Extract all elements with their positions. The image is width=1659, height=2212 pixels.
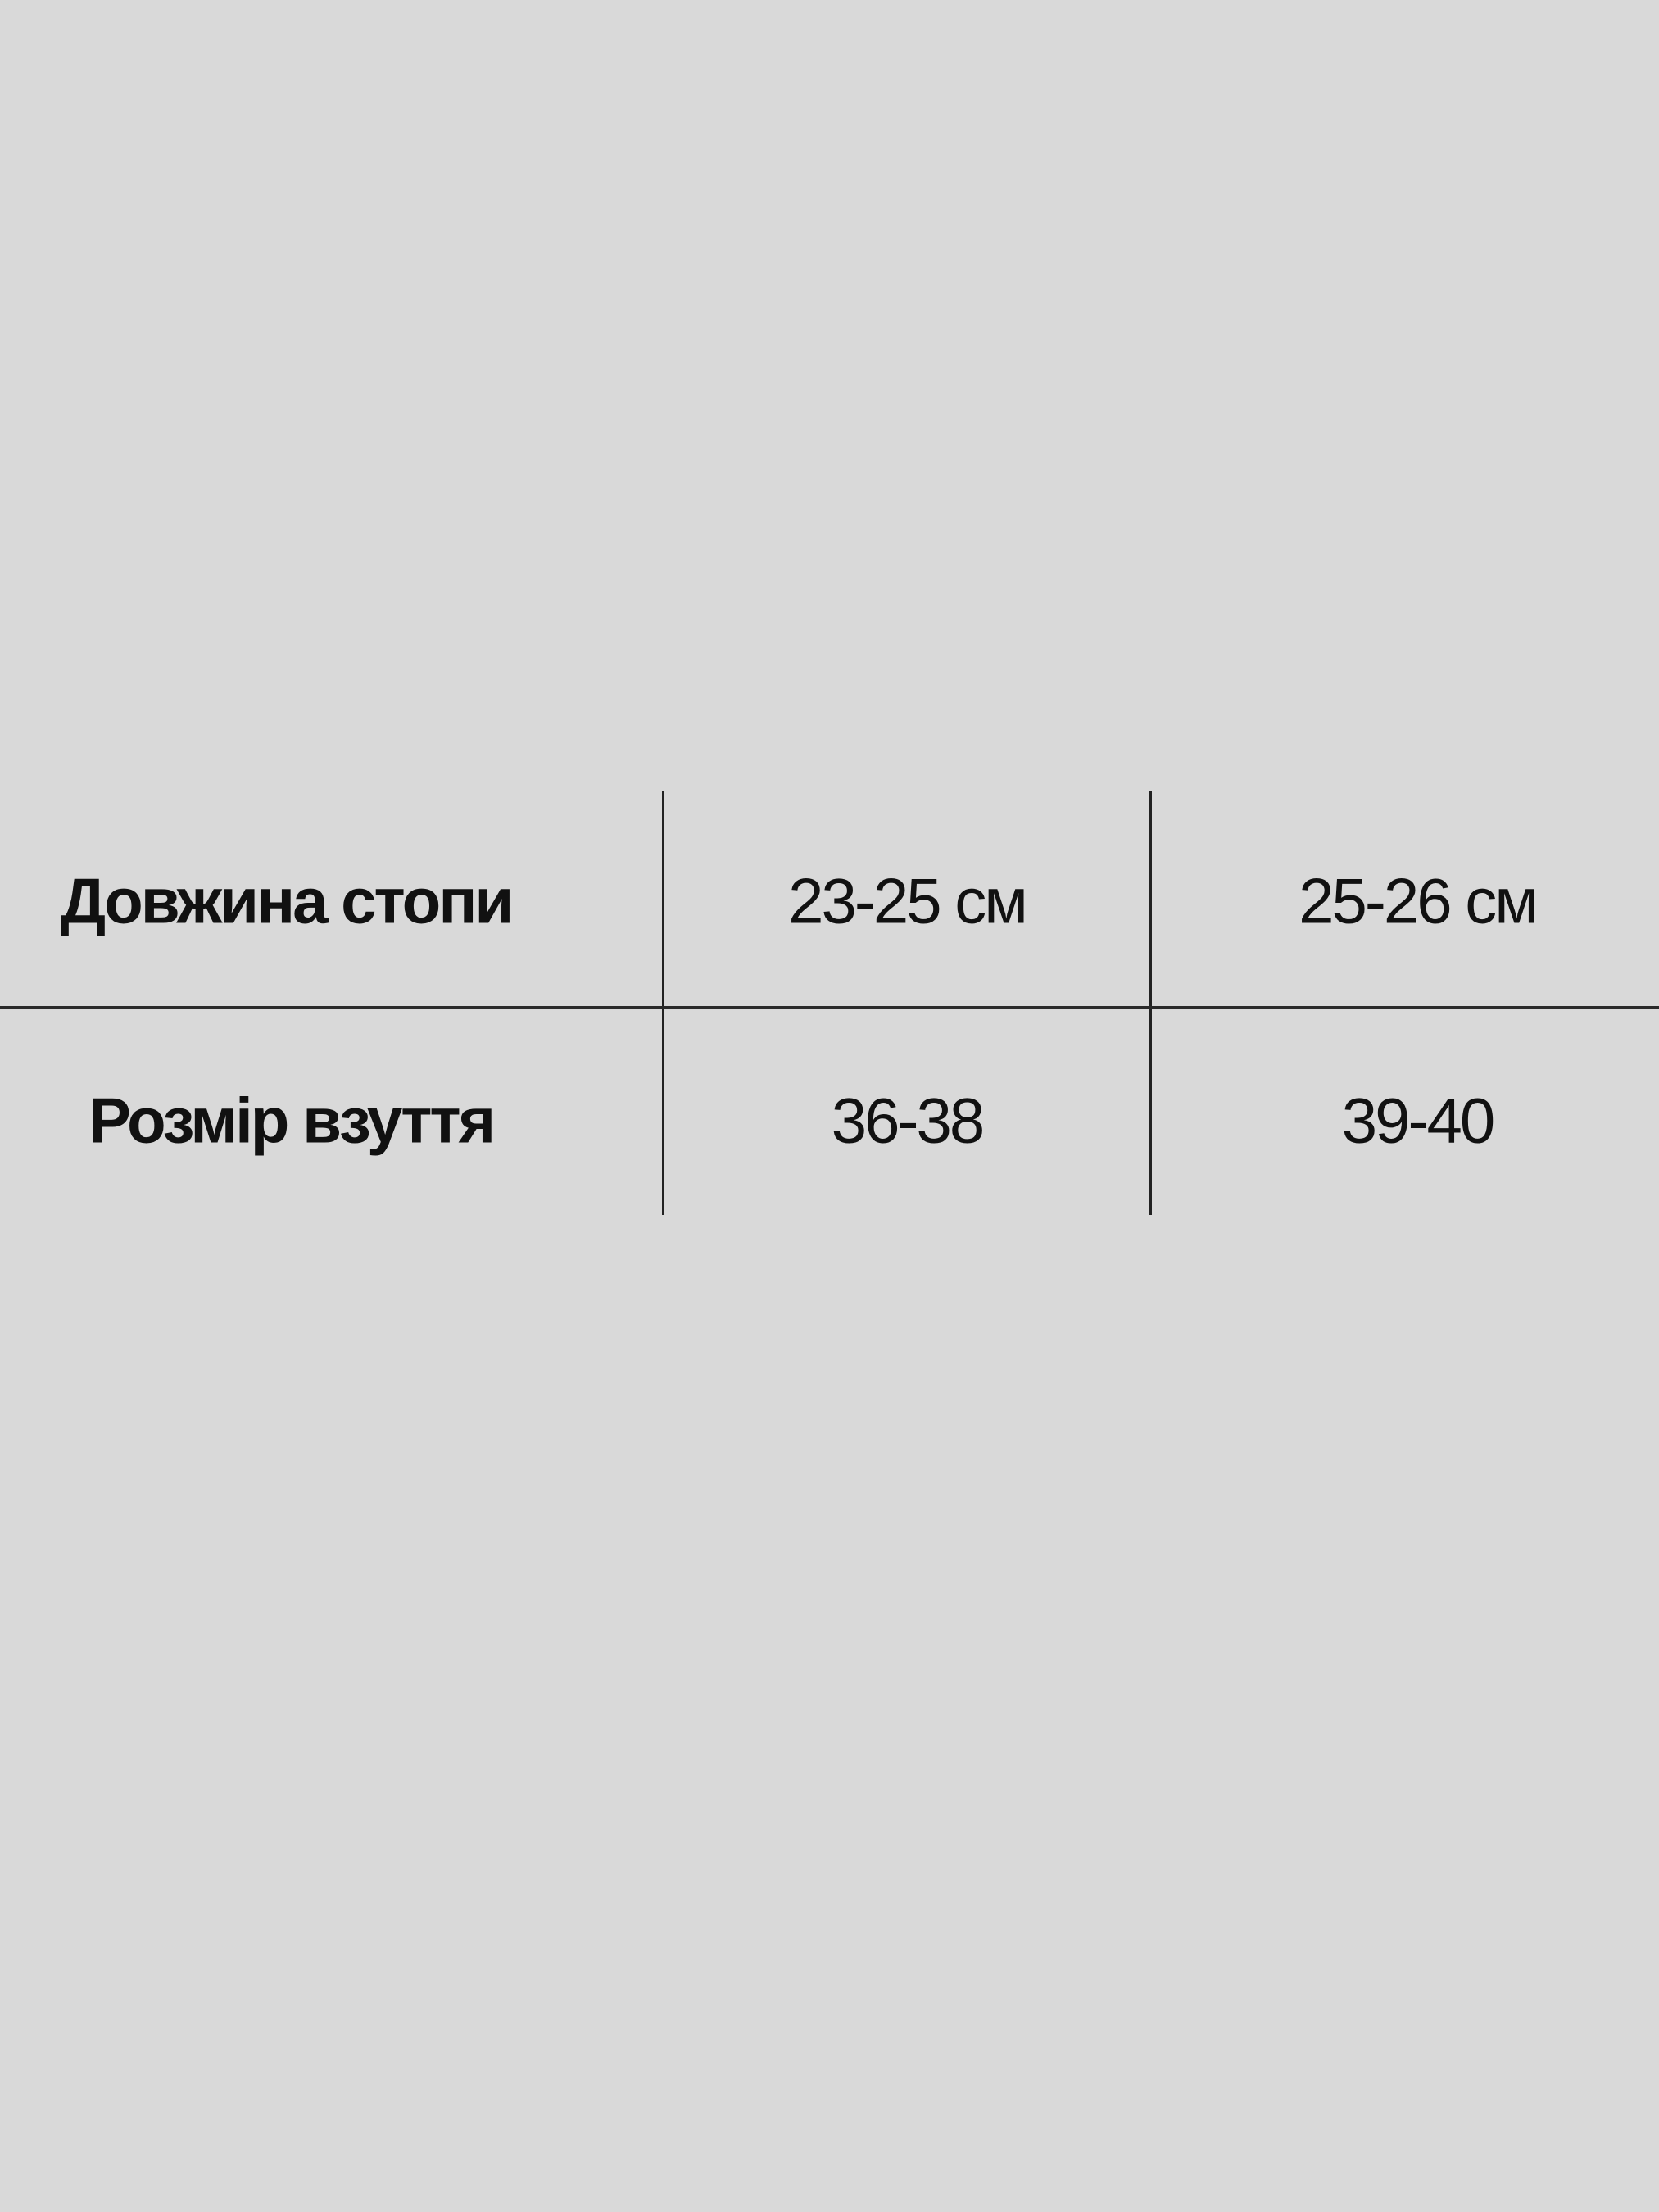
- row-label-shoe-size: Розмір взуття: [88, 1084, 496, 1157]
- foot-length-value: 25-26 см: [1299, 864, 1539, 937]
- column-divider: [662, 791, 664, 1215]
- shoe-size-value: 36-38: [831, 1084, 985, 1157]
- shoe-size-value: 39-40: [1341, 1084, 1495, 1157]
- foot-length-value: 23-25 см: [788, 864, 1028, 937]
- row-label-foot-length: Довжина стопи: [60, 864, 514, 937]
- row-divider: [0, 1006, 1659, 1009]
- column-divider: [1149, 791, 1152, 1215]
